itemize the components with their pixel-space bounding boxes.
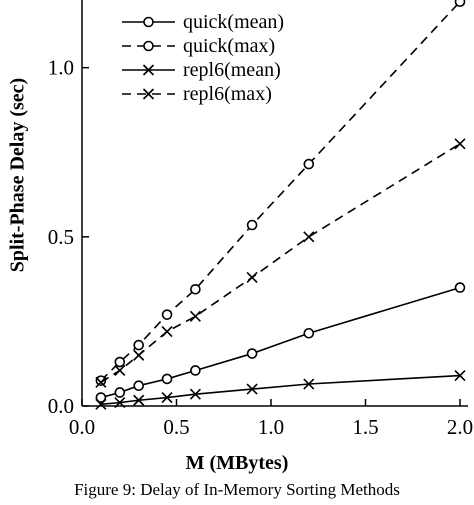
y-tick-label: 1.0 <box>48 56 74 80</box>
data-point <box>161 373 173 385</box>
cross-stroke <box>133 394 145 406</box>
ticks: 0.0 0.5 1.0 1.5 2.0 0.0 0.5 1.0 <box>48 56 473 439</box>
data-point <box>246 271 258 283</box>
series-line <box>100 143 461 383</box>
y-tick-label: 0.5 <box>48 225 74 249</box>
series-line <box>100 374 461 406</box>
data-point <box>190 365 201 376</box>
legend-marker <box>142 88 155 100</box>
data-point <box>246 383 258 395</box>
data-point <box>454 282 466 293</box>
data-point <box>454 0 466 7</box>
data-point <box>161 326 173 338</box>
legend-label: repl6(max) <box>183 83 272 105</box>
data-point <box>114 356 126 368</box>
cross-stroke <box>454 369 466 382</box>
cross-stroke <box>114 397 126 409</box>
x-tick-label: 0.0 <box>69 415 95 439</box>
legend-entry: repl6(mean) <box>122 59 281 81</box>
data-point <box>133 380 144 392</box>
legend-marker <box>142 64 155 76</box>
data-point <box>95 376 107 388</box>
figure-caption: Figure 9: Delay of In-Memory Sorting Met… <box>74 480 400 499</box>
cross-stroke <box>189 310 201 322</box>
data-point <box>190 283 201 295</box>
legend-entry: repl6(max) <box>122 83 272 105</box>
data-point <box>114 387 126 398</box>
x-tick-label: 0.5 <box>163 415 189 439</box>
legend-label: repl6(mean) <box>183 59 281 81</box>
data-point <box>189 310 201 322</box>
legend-marker <box>143 16 154 28</box>
data-point <box>303 378 315 390</box>
data-point <box>133 394 145 406</box>
cross-stroke <box>246 383 258 395</box>
data-point <box>161 391 173 404</box>
data-point <box>303 231 315 243</box>
data-point <box>133 349 145 361</box>
cross-stroke <box>114 364 126 377</box>
data-point <box>303 327 315 339</box>
cross-stroke <box>189 388 201 400</box>
cross-stroke <box>246 271 258 283</box>
y-tick-label: 0.0 <box>48 394 74 418</box>
legend-label: quick(max) <box>183 35 275 57</box>
series-quick-max- <box>95 0 466 386</box>
data-point <box>246 348 258 359</box>
legend-marker <box>143 40 154 52</box>
cross-stroke <box>133 349 145 361</box>
cross-stroke <box>303 378 315 390</box>
cross-stroke <box>142 88 155 100</box>
data-point <box>133 339 144 351</box>
x-tick-label: 2.0 <box>447 415 473 439</box>
data-point <box>161 309 173 320</box>
data-point <box>95 392 107 403</box>
cross-stroke <box>142 64 155 76</box>
x-axis-title: M (MBytes) <box>185 452 289 474</box>
cross-stroke <box>95 398 107 410</box>
cross-stroke <box>161 391 173 404</box>
data-point <box>303 158 315 170</box>
y-axis-title: Split-Phase Delay (sec) <box>6 77 29 273</box>
x-tick-label: 1.0 <box>258 415 284 439</box>
legend: quick(mean)quick(max)repl6(mean)repl6(ma… <box>122 11 284 105</box>
cross-stroke <box>95 376 107 388</box>
data-point <box>454 369 466 382</box>
data-point <box>95 375 107 386</box>
legend-entry: quick(max) <box>122 35 275 57</box>
data-point <box>454 138 466 150</box>
cross-stroke <box>454 138 466 150</box>
cross-stroke <box>161 326 173 338</box>
data-point <box>95 398 107 410</box>
data-point <box>114 397 126 409</box>
x-tick-label: 1.5 <box>352 415 378 439</box>
data-point <box>114 364 126 377</box>
legend-label: quick(mean) <box>183 11 284 33</box>
series-quick-mean- <box>95 282 466 403</box>
series-repl6-max- <box>95 138 466 388</box>
series-repl6-mean- <box>95 369 466 410</box>
cross-stroke <box>303 231 315 243</box>
data-point <box>246 219 258 231</box>
data-point <box>189 388 201 400</box>
legend-entry: quick(mean) <box>122 11 284 33</box>
series-lines <box>95 0 466 410</box>
